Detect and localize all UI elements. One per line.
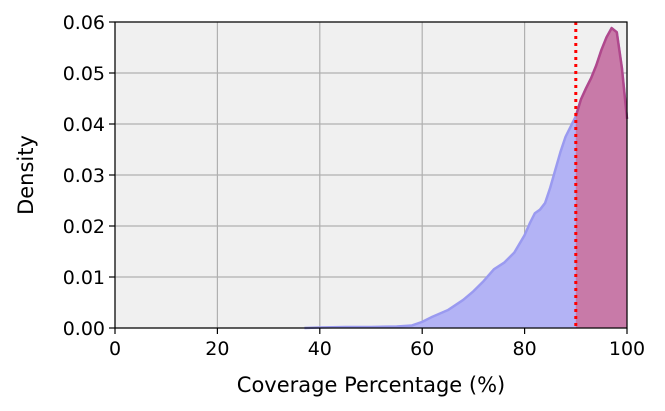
highlight-fill [575, 28, 627, 329]
density-fill [304, 28, 627, 329]
x-axis-ticks: 0 20 40 60 80 100 [109, 328, 645, 360]
y-tick-label: 0.00 [63, 318, 105, 340]
y-axis-ticks: 0.00 0.01 0.02 0.03 0.04 0.05 0.06 [63, 12, 115, 340]
highlight-line [574, 26, 629, 120]
density-area [304, 26, 629, 330]
x-tick-label: 100 [609, 338, 645, 360]
y-tick-label: 0.04 [63, 114, 105, 136]
x-tick-label: 20 [205, 338, 229, 360]
y-tick-label: 0.01 [63, 267, 105, 289]
x-tick-label: 0 [109, 338, 121, 360]
x-axis-label: Coverage Percentage (%) [237, 373, 505, 397]
y-axis-label: Density [14, 135, 38, 215]
x-tick-label: 80 [513, 338, 537, 360]
x-tick-label: 60 [410, 338, 434, 360]
x-tick-label: 40 [308, 338, 332, 360]
y-tick-label: 0.02 [63, 216, 105, 238]
y-tick-label: 0.03 [63, 165, 105, 187]
y-tick-label: 0.06 [63, 12, 105, 34]
y-tick-label: 0.05 [63, 63, 105, 85]
